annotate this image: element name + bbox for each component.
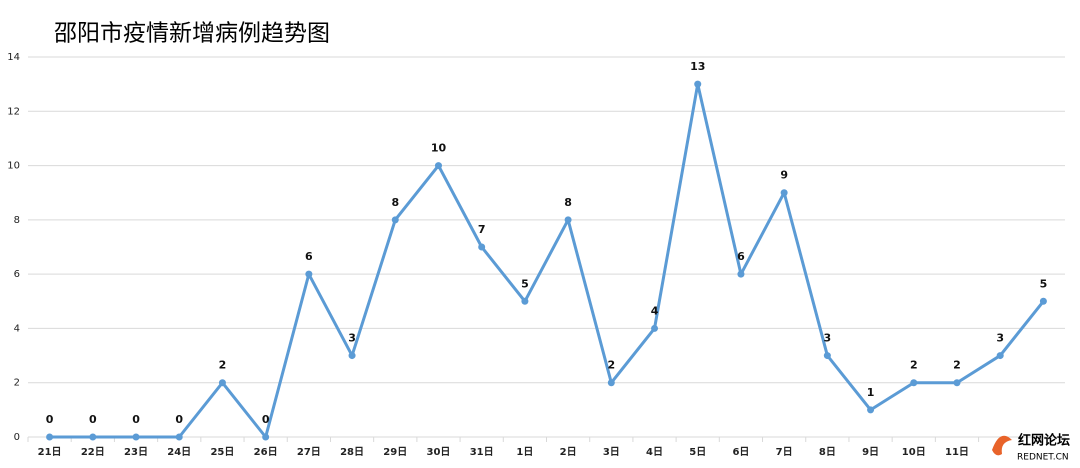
point <box>348 352 356 360</box>
data-label: 0 <box>262 413 270 426</box>
x-tick-label: 5日 <box>689 446 706 458</box>
chart-title: 邵阳市疫情新增病例趋势图 <box>54 21 330 47</box>
data-label: 10 <box>431 142 447 155</box>
point <box>694 80 702 88</box>
x-tick-label: 2日 <box>560 446 577 458</box>
point <box>46 433 54 441</box>
x-tick-label: 21日 <box>38 446 62 458</box>
x-tick-label: 4日 <box>646 446 663 458</box>
y-tick-label: 0 <box>14 432 20 443</box>
x-tick-label: 1日 <box>516 446 533 458</box>
point <box>651 324 659 332</box>
x-tick-label: 30日 <box>427 446 451 458</box>
data-label: 5 <box>521 277 529 290</box>
data-label: 2 <box>607 359 615 372</box>
point <box>89 433 97 441</box>
point <box>132 433 140 441</box>
y-tick-label: 14 <box>7 52 20 63</box>
data-label: 3 <box>824 332 832 345</box>
x-tick-label: 31日 <box>470 446 494 458</box>
x-tick-label: 8日 <box>819 446 836 458</box>
x-tick-label: 3日 <box>603 446 620 458</box>
data-label: 6 <box>305 250 313 263</box>
y-tick-label: 10 <box>7 161 20 172</box>
x-tick-label: 7日 <box>776 446 793 458</box>
point <box>780 189 788 197</box>
point <box>564 216 572 224</box>
watermark-logo <box>992 435 1012 456</box>
data-label: 9 <box>780 169 788 182</box>
point <box>218 379 226 387</box>
data-label: 2 <box>953 359 961 372</box>
point <box>521 297 529 305</box>
data-label: 3 <box>996 332 1004 345</box>
data-label: 8 <box>391 196 399 209</box>
x-tick-label: 10日 <box>902 446 926 458</box>
data-label: 6 <box>737 250 745 263</box>
point <box>478 243 486 251</box>
data-label: 3 <box>348 332 356 345</box>
x-tick-label: 24日 <box>167 446 191 458</box>
point <box>262 433 270 441</box>
point <box>737 270 745 278</box>
data-label: 2 <box>219 359 227 372</box>
x-tick-label: 29日 <box>383 446 407 458</box>
point <box>910 379 918 387</box>
point <box>823 352 831 360</box>
line <box>49 82 1045 439</box>
data-label: 0 <box>175 413 183 426</box>
x-tick-label: 23日 <box>124 446 148 458</box>
watermark: 红网论坛 REDNET.CN <box>992 433 1070 463</box>
watermark-name: 红网论坛 <box>1018 433 1070 449</box>
data-label: 7 <box>478 223 486 236</box>
data-label: 0 <box>132 413 140 426</box>
point <box>953 379 961 387</box>
data-label: 2 <box>910 359 918 372</box>
point <box>391 216 399 224</box>
data-label: 8 <box>564 196 572 209</box>
x-tick-label: 22日 <box>81 446 105 458</box>
data-label: 0 <box>89 413 97 426</box>
x-tick-label: 28日 <box>340 446 364 458</box>
point <box>607 379 615 387</box>
data-label: 4 <box>651 304 659 317</box>
x-tick-label: 26日 <box>254 446 278 458</box>
point <box>996 352 1004 360</box>
x-tick-label: 11日 <box>945 446 969 458</box>
point <box>175 433 183 441</box>
y-tick-label: 2 <box>14 378 20 389</box>
x-tick-label: 6日 <box>732 446 749 458</box>
y-tick-label: 8 <box>14 215 20 226</box>
data-label: 13 <box>690 60 705 73</box>
point <box>867 406 875 414</box>
point <box>305 270 313 278</box>
y-tick-label: 4 <box>14 323 20 334</box>
x-tick-label: 9日 <box>862 446 879 458</box>
y-tick-label: 6 <box>14 269 20 280</box>
watermark-site: REDNET.CN <box>1017 453 1069 463</box>
data-label: 0 <box>46 413 54 426</box>
data-label: 1 <box>867 386 875 399</box>
point <box>434 162 442 170</box>
point <box>1039 297 1047 305</box>
data-label: 5 <box>1040 277 1048 290</box>
y-tick-label: 12 <box>7 106 20 117</box>
x-tick-label: 27日 <box>297 446 321 458</box>
x-tick-label: 25日 <box>210 446 234 458</box>
